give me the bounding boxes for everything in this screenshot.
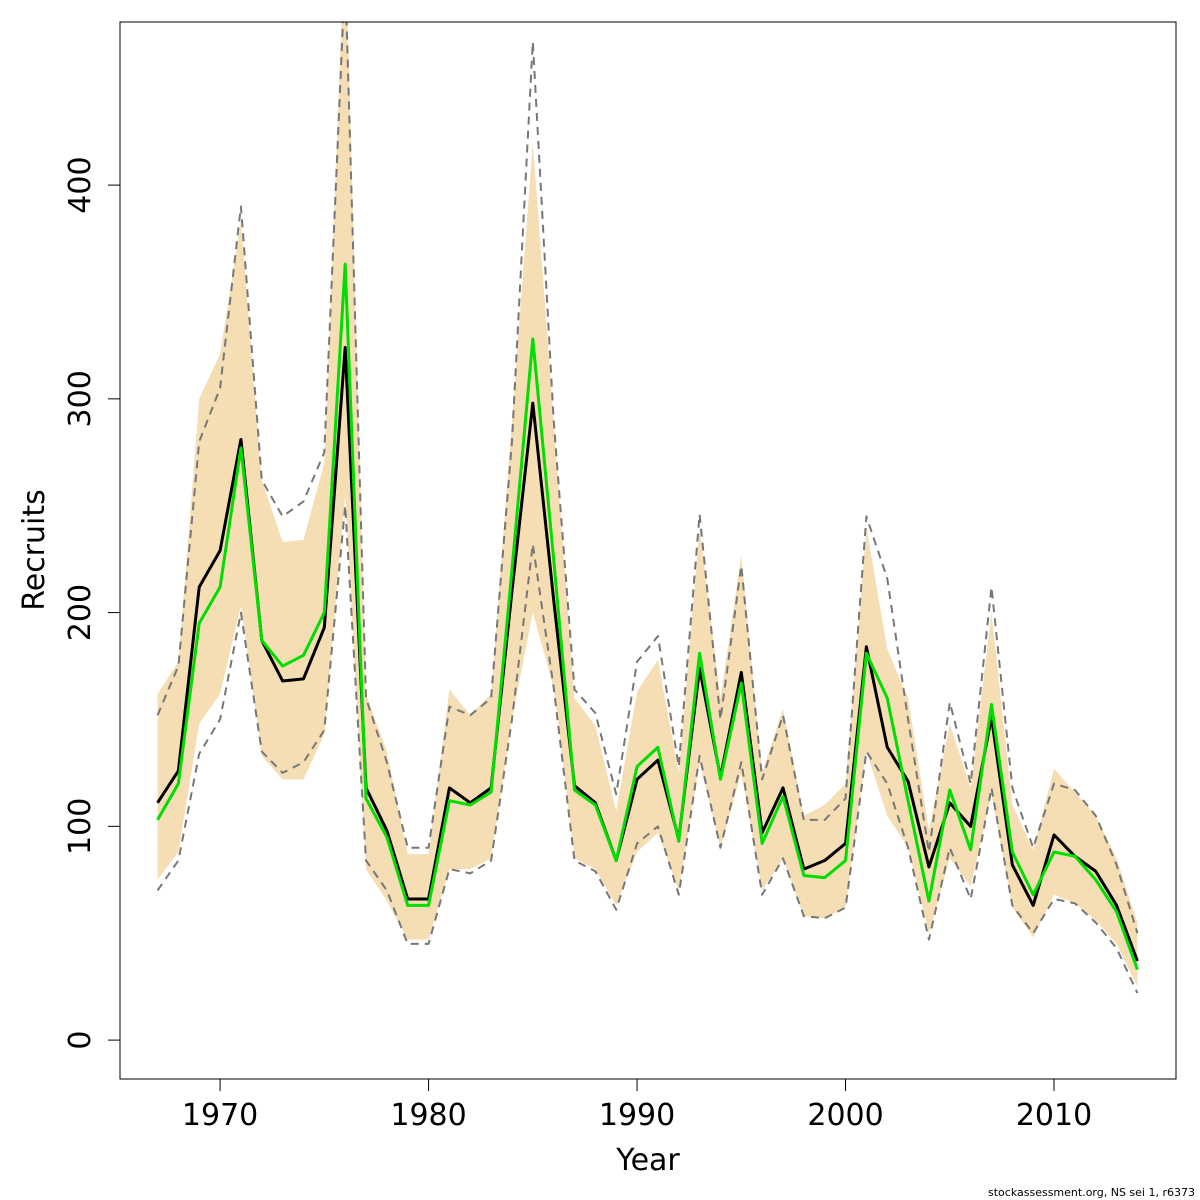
bound-line: [156, 22, 1139, 934]
x-tick-label: 1970: [182, 1098, 258, 1133]
bound-line: [156, 504, 1139, 994]
plot-frame: [119, 21, 1177, 1080]
x-tick-label: 1990: [599, 1098, 675, 1133]
x-tick-label: 1980: [390, 1098, 466, 1133]
confidence-band: [157, 22, 1138, 987]
y-axis-title: Recruits: [17, 489, 52, 611]
estimate-line: [156, 346, 1139, 962]
x-tick-label: 2000: [807, 1098, 883, 1133]
footnote: stockassessment.org, NS sei 1, r6373: [988, 1186, 1195, 1199]
estimate-line: [156, 262, 1139, 971]
y-tick-label: 400: [63, 156, 98, 213]
x-tick-label: 2010: [1016, 1098, 1092, 1133]
y-tick-label: 200: [63, 584, 98, 641]
x-axis-title: Year: [615, 1143, 680, 1178]
y-tick-label: 300: [63, 370, 98, 427]
y-tick-label: 100: [63, 798, 98, 855]
plot-area: [156, 22, 1139, 994]
y-tick-label: 0: [63, 1031, 98, 1050]
